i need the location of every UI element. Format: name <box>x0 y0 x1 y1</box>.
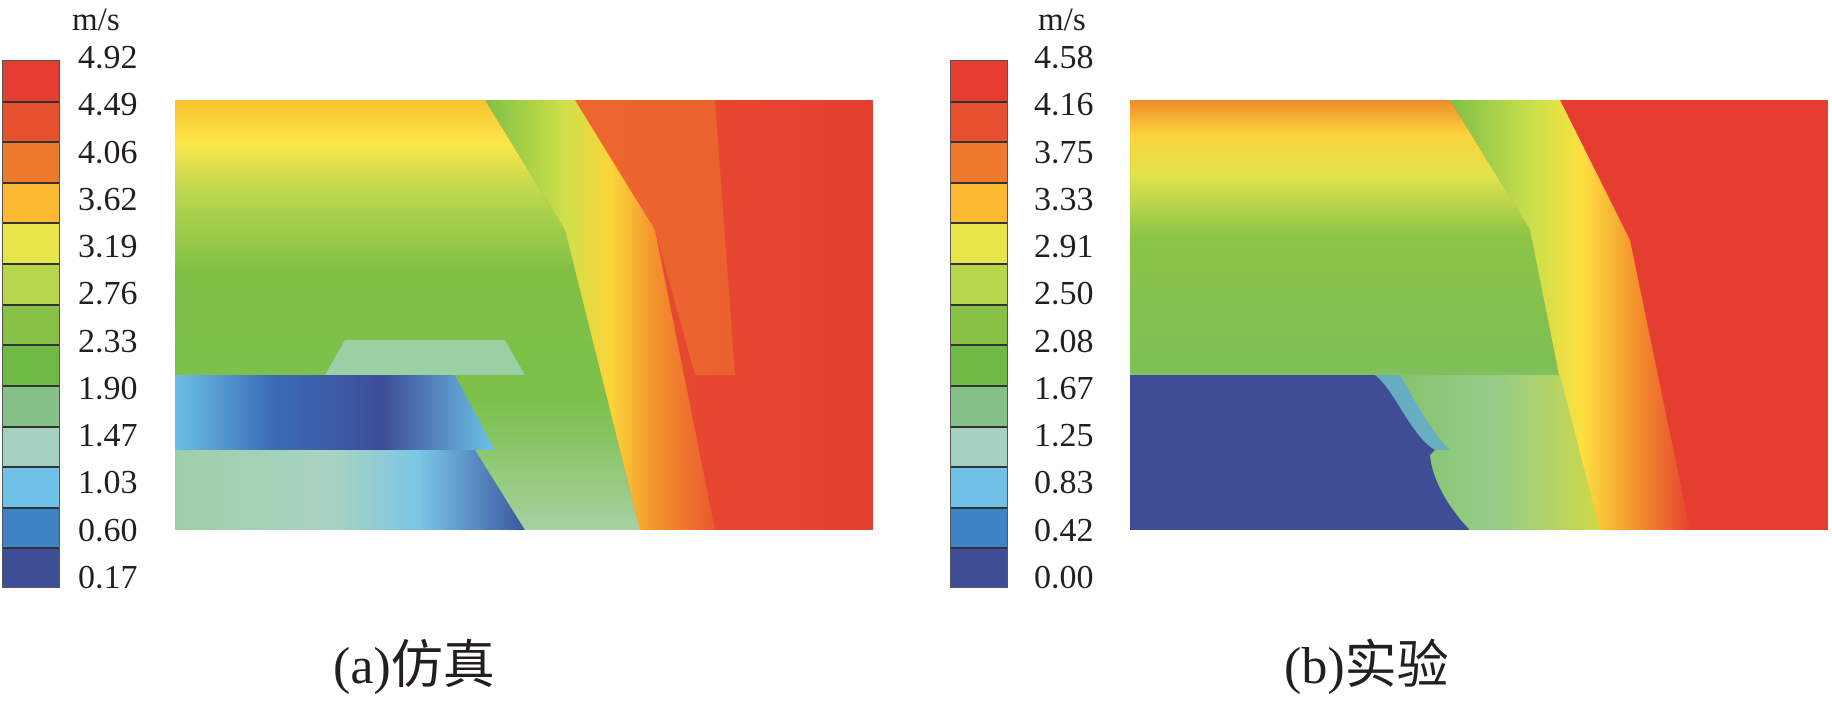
colorbar-band <box>3 223 59 266</box>
colorbar-band <box>3 101 59 144</box>
colorbar-divider <box>3 384 59 387</box>
colorbar-divider <box>3 222 59 225</box>
colorbar-band <box>3 507 59 550</box>
colorbar-tick-label: 4.16 <box>1034 86 1094 124</box>
colorbar-divider <box>3 506 59 509</box>
colorbar-divider <box>3 100 59 103</box>
colorbar-band <box>951 345 1007 387</box>
panel-experiment: m/s 4.58 4.16 3.75 3.33 2.91 2.50 2.08 1.67 1.25… <box>950 0 1832 709</box>
colorbar-divider <box>951 222 1007 225</box>
colorbar-band <box>951 264 1007 306</box>
colorbar-tick-label: 0.42 <box>1034 511 1094 549</box>
colorbar <box>2 60 60 588</box>
colorbar-tick-label: 2.50 <box>1034 275 1094 313</box>
colorbar-unit-label: m/s <box>1038 2 1086 38</box>
caption-simulation: (a)仿真 <box>333 638 495 695</box>
colorbar-divider <box>3 263 59 266</box>
colorbar-divider <box>951 263 1007 266</box>
colorbar-band <box>951 101 1007 144</box>
colorbar-divider <box>951 100 1007 103</box>
velocity-field-svg <box>175 100 873 530</box>
colorbar-tick-label: 0.83 <box>1034 464 1094 502</box>
colorbar-band <box>951 223 1007 266</box>
colorbar-divider <box>951 547 1007 550</box>
panel-simulation: m/s 4.92 4.49 4.06 3.62 3.19 2.76 2.33 1.90 1.47… <box>0 0 910 709</box>
colorbar-tick-label: 1.25 <box>1034 417 1094 455</box>
colorbar-divider <box>951 425 1007 428</box>
colorbar-unit-label: m/s <box>72 2 120 38</box>
colorbar-divider <box>3 181 59 184</box>
colorbar-divider <box>3 303 59 306</box>
colorbar-band <box>951 182 1007 225</box>
colorbar-tick-label: 3.62 <box>78 180 138 218</box>
colorbar <box>950 60 1008 588</box>
colorbar-divider <box>3 466 59 469</box>
colorbar-band <box>3 345 59 387</box>
colorbar-tick-label: 2.33 <box>78 322 138 360</box>
colorbar-tick-label: 1.47 <box>78 417 138 455</box>
colorbar-tick-label: 3.19 <box>78 228 138 266</box>
colorbar-band <box>951 385 1007 428</box>
colorbar-tick-label: 1.67 <box>1034 369 1094 407</box>
colorbar-tick-label: 4.06 <box>78 133 138 171</box>
velocity-field-svg <box>1130 100 1828 530</box>
colorbar-divider <box>3 425 59 428</box>
colorbar-divider <box>3 344 59 347</box>
colorbar-band <box>951 548 1007 587</box>
colorbar-divider <box>951 141 1007 144</box>
colorbar-divider <box>951 344 1007 347</box>
colorbar-band <box>951 426 1007 469</box>
colorbar-band <box>3 426 59 469</box>
colorbar-divider <box>951 506 1007 509</box>
colorbar-band <box>3 467 59 509</box>
colorbar-tick-label: 1.90 <box>78 369 138 407</box>
colorbar-divider <box>951 303 1007 306</box>
colorbar-band <box>951 61 1007 103</box>
colorbar-band <box>3 548 59 587</box>
colorbar-band <box>951 304 1007 347</box>
colorbar-divider <box>3 547 59 550</box>
colorbar-band <box>3 264 59 306</box>
colorbar-divider <box>951 384 1007 387</box>
colorbar-divider <box>951 181 1007 184</box>
colorbar-tick-label: 1.03 <box>78 464 138 502</box>
caption-experiment: (b)实验 <box>1284 638 1449 695</box>
colorbar-band <box>3 142 59 184</box>
colorbar-tick-label: 0.17 <box>78 559 138 596</box>
colorbar-tick-label: 4.49 <box>78 86 138 124</box>
velocity-field-experiment <box>1130 100 1828 530</box>
colorbar-tick-label: 0.00 <box>1034 559 1094 596</box>
colorbar-tick-label: 2.08 <box>1034 322 1094 360</box>
colorbar-divider <box>951 466 1007 469</box>
colorbar-divider <box>3 141 59 144</box>
colorbar-band <box>951 507 1007 550</box>
colorbar-band <box>951 467 1007 509</box>
colorbar-tick-label: 3.75 <box>1034 133 1094 171</box>
colorbar-tick-label: 2.76 <box>78 275 138 313</box>
colorbar-band <box>3 385 59 428</box>
colorbar-band <box>3 304 59 347</box>
colorbar-tick-label: 0.60 <box>78 511 138 549</box>
colorbar-band <box>3 61 59 103</box>
colorbar-tick-label: 4.58 <box>1034 39 1094 76</box>
colorbar-band <box>3 182 59 225</box>
velocity-field-simulation <box>175 100 873 530</box>
colorbar-tick-label: 2.91 <box>1034 228 1094 266</box>
colorbar-tick-label: 4.92 <box>78 39 138 76</box>
colorbar-band <box>951 142 1007 184</box>
colorbar-tick-label: 3.33 <box>1034 180 1094 218</box>
